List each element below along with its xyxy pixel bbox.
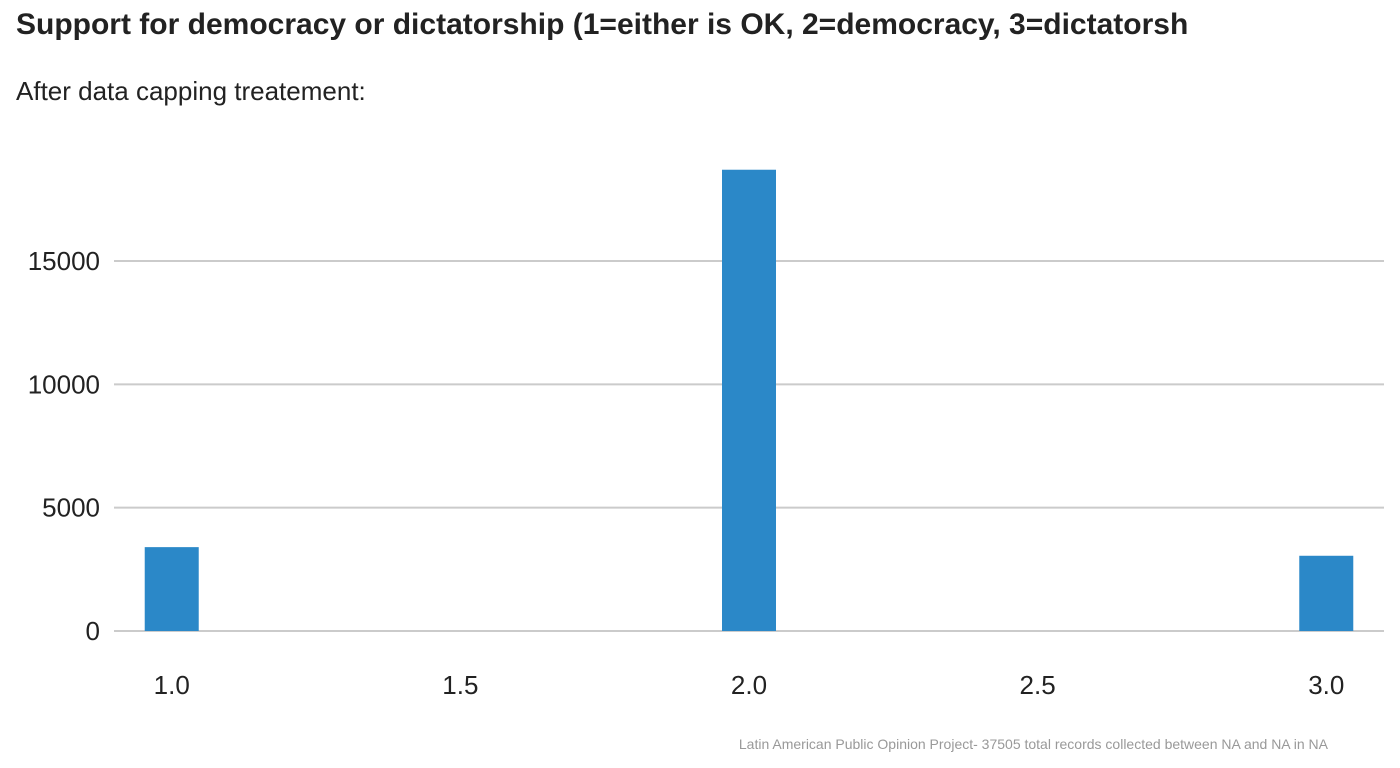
- y-tick-label: 15000: [28, 246, 100, 276]
- y-tick-label: 5000: [42, 493, 100, 523]
- x-tick-label: 3.0: [1308, 670, 1344, 700]
- y-tick-label: 10000: [28, 369, 100, 399]
- bar: [144, 547, 199, 631]
- y-axis-tick-labels: 0 5000 10000 15000: [28, 246, 100, 646]
- chart-caption: Latin American Public Opinion Project- 3…: [738, 736, 1328, 752]
- chart-title: Support for democracy or dictatorship (1…: [16, 8, 1189, 41]
- bars: [144, 169, 1354, 631]
- bar: [1299, 555, 1354, 631]
- bar: [722, 169, 776, 631]
- x-axis-tick-labels: 1.0 1.5 2.0 2.5 3.0: [154, 670, 1345, 700]
- x-tick-label: 2.0: [731, 670, 767, 700]
- chart-subtitle: After data capping treatement:: [16, 76, 366, 106]
- x-tick-label: 1.5: [442, 670, 478, 700]
- x-tick-label: 2.5: [1020, 670, 1056, 700]
- x-tick-label: 1.0: [154, 670, 190, 700]
- y-tick-label: 0: [86, 616, 100, 646]
